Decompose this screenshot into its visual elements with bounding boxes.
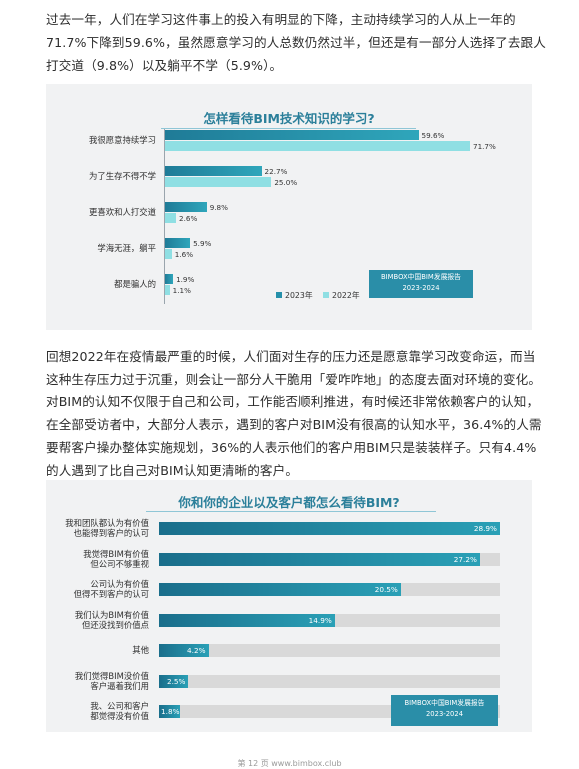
bar-2023: [165, 130, 419, 140]
category-label-line: 客户逼着我们用: [90, 680, 149, 691]
value-label: 27.2%: [453, 554, 477, 564]
value-label-2022: 1.6%: [174, 250, 194, 259]
category-label: 为了生存不得不学: [89, 171, 156, 181]
bar-track: [159, 674, 500, 688]
chart-title: 你和你的企业以及客户都怎么看待BIM?: [178, 495, 400, 510]
category-label: 我和团队都认为有价值 也能得到客户的认可: [65, 518, 149, 538]
category-label: 学海无涯，躺平: [97, 243, 156, 253]
value-label-2023: 5.9%: [193, 239, 212, 248]
source-line-2: 2023-2024: [402, 284, 440, 292]
value-label: 4.2%: [187, 646, 206, 655]
bar-2023: [165, 166, 262, 176]
value-label-2022: 71.7%: [473, 142, 496, 151]
title-underline: [146, 511, 436, 512]
bar-2023: [165, 202, 207, 212]
category-label: 我、公司和客户 都觉得没有价值: [90, 701, 149, 721]
title-underline: [161, 128, 416, 129]
bar-2023: [165, 238, 191, 248]
source-line-1: BIMBOX中国BIM发展报告: [404, 699, 485, 707]
legend-swatch-2023: [276, 292, 282, 298]
value-label-2023: 59.6%: [421, 131, 445, 140]
category-label-line: 我、公司和客户: [90, 701, 149, 711]
category-label: 我觉得BIM有价值 但公司不够重视: [83, 549, 149, 569]
legend-swatch-2022: [323, 292, 329, 298]
value-label: 14.9%: [308, 615, 332, 625]
legend-2022: 2022年: [323, 290, 360, 301]
category-label-line: 但得不到客户的认可: [73, 589, 149, 599]
bar-2022: [165, 177, 272, 187]
category-label-line: 我和团队都认为有价值: [65, 518, 149, 528]
category-label: 公司认为有价值 但得不到客户的认可: [74, 579, 149, 599]
value-bar: [159, 583, 401, 596]
category-label-line: 但还没找到价值点: [82, 619, 149, 630]
source-badge: BIMBOX中国BIM发展报告 2023-2024: [391, 695, 498, 726]
chart-learning-attitude: 怎样看待BIM技术知识的学习? 我很愿意持续学习 59.6% 71.7% 为了生存不得…: [46, 84, 532, 330]
intro-paragraph: 过去一年，人们在学习这件事上的投入有明显的下降，主动持续学习的人从上一年的71.…: [46, 12, 546, 73]
value-label: 2.5%: [166, 676, 186, 686]
category-label: 更喜欢和人打交道: [89, 207, 156, 217]
covid-paragraph: 回想2022年在疫情最严重的时候，人们面对生存的压力还是愿意靠学习改变命运，而当…: [46, 349, 542, 387]
value-label-2022: 2.6%: [179, 214, 198, 223]
bar-track: [159, 644, 500, 657]
value-label-2023: 1.9%: [176, 275, 195, 284]
bar-2022: [165, 213, 177, 223]
category-label-line: 我们认为BIM有价值: [74, 609, 149, 620]
value-label-2023: 22.7%: [264, 167, 288, 176]
category-label: 我很愿意持续学习: [89, 135, 156, 145]
value-bar: [159, 644, 209, 657]
category-label: 都是骗人的: [114, 279, 156, 289]
value-label: 20.5%: [374, 585, 398, 594]
source-badge: BIMBOX中国BIM发展报告 2023-2024: [369, 270, 473, 298]
category-label-line: 我们觉得BIM没价值: [74, 670, 149, 681]
chart-title: 怎样看待BIM技术知识的学习?: [203, 111, 375, 126]
value-label: 28.9%: [473, 524, 497, 533]
category-label-line: 都觉得没有价值: [90, 711, 149, 721]
category-label-line: 其他: [132, 645, 149, 655]
chart-bim-value: 你和你的企业以及客户都怎么看待BIM? 我和团队都认为有价值 也能得到客户的认可 2…: [46, 480, 532, 732]
bar-2022: [165, 141, 470, 151]
bar-2022: [165, 249, 172, 259]
legend-2022-label: 2022年: [332, 291, 360, 300]
category-label: 其他: [132, 645, 149, 655]
category-label-line: 我觉得BIM有价值: [83, 548, 149, 559]
page-footer: 第 12 页 www.bimbox.club: [237, 759, 342, 768]
value-label: 1.8%: [161, 707, 180, 716]
bar-2022: [165, 285, 170, 295]
source-line-1: BIMBOX中国BIM发展报告: [381, 273, 461, 281]
value-label-2022: 25.0%: [274, 178, 298, 187]
value-bar: [159, 522, 500, 535]
category-label-line: 公司认为有价值: [90, 579, 149, 589]
bar-2023: [165, 274, 174, 284]
category-label: 我们觉得BIM没价值 客户逼着我们用: [75, 671, 149, 691]
value-bar: [159, 674, 189, 688]
category-label-line: 也能得到客户的认可: [73, 528, 149, 538]
category-label-line: 但公司不够重视: [90, 558, 149, 569]
category-label: 我们认为BIM有价值 但还没找到价值点: [75, 610, 149, 630]
chart-axis: [164, 129, 165, 304]
value-bar: [159, 552, 480, 566]
value-label-2022: 1.1%: [172, 286, 191, 295]
legend-2023: 2023年: [276, 290, 313, 301]
value-bar: [159, 613, 335, 627]
source-line-2: 2023-2024: [425, 710, 464, 718]
value-label-2023: 9.8%: [209, 203, 228, 212]
client-paragraph: 对BIM的认知不仅限于自己和公司，工作能否顺利推进，有时候还非常依赖客户的认知，…: [46, 394, 542, 478]
legend-2023-label: 2023年: [285, 291, 313, 300]
value-bar: [159, 705, 181, 718]
